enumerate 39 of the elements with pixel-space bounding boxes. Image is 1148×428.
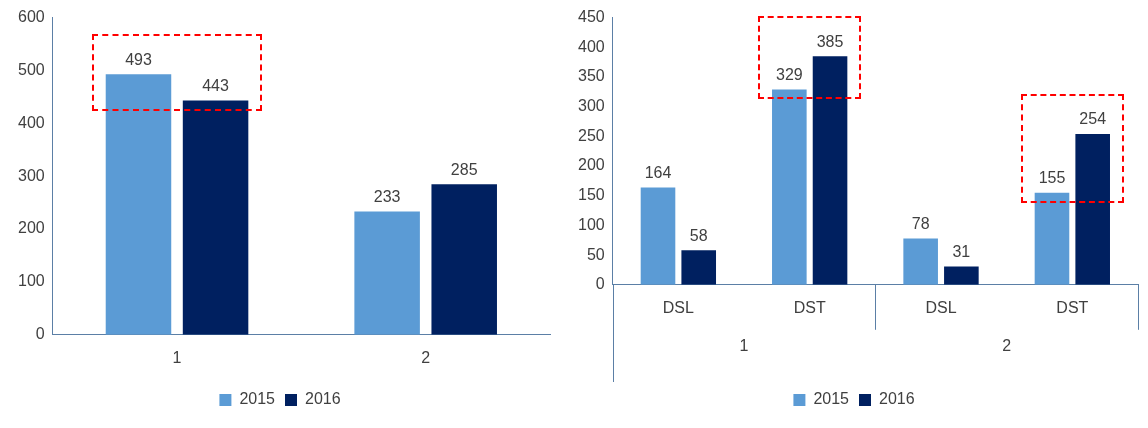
y-tick-label: 150 xyxy=(577,186,605,204)
data-label: 164 xyxy=(644,163,672,181)
x-tick-label: DSL xyxy=(662,298,695,316)
legend-label: 2016 xyxy=(305,390,341,408)
text: 2 xyxy=(1002,337,1012,355)
legend-label: 2015 xyxy=(239,390,276,408)
legend-label: 2015 xyxy=(813,390,850,408)
y-tick-label: 200 xyxy=(17,219,45,237)
y-tick-label: 50 xyxy=(586,245,605,263)
x-tick-label: DST xyxy=(793,298,826,316)
data-label: 329 xyxy=(775,65,803,83)
data-label: 78 xyxy=(911,214,930,232)
data-label: 155 xyxy=(1038,169,1066,187)
y-tick-label: 200 xyxy=(577,156,605,174)
y-tick-label: 400 xyxy=(577,37,605,55)
data-label: 443 xyxy=(202,77,230,95)
data-label: 58 xyxy=(689,226,708,244)
y-tick-label: 300 xyxy=(17,166,45,184)
data-label: 285 xyxy=(450,160,478,178)
data-label: 493 xyxy=(125,50,152,68)
x-tick-label: DSL xyxy=(925,298,957,316)
y-tick-label: 450 xyxy=(577,8,605,26)
legend-label: 2016 xyxy=(879,390,915,408)
x-tick-label: DST xyxy=(1056,298,1089,316)
y-tick-label: 0 xyxy=(35,325,45,343)
data-label: 254 xyxy=(1079,110,1107,128)
text: 1 xyxy=(739,337,749,355)
data-label: 233 xyxy=(373,188,401,206)
y-tick-label: 300 xyxy=(577,97,605,115)
y-tick-label: 500 xyxy=(17,60,45,78)
y-tick-label: 0 xyxy=(595,275,605,293)
y-tick-label: 350 xyxy=(577,67,605,85)
y-tick-label: 400 xyxy=(17,113,45,131)
data-label: 31 xyxy=(952,242,971,260)
y-tick-label: 250 xyxy=(577,126,605,144)
data-label: 385 xyxy=(816,32,844,50)
y-tick-label: 100 xyxy=(577,215,605,233)
y-tick-label: 100 xyxy=(17,272,45,290)
y-tick-label: 600 xyxy=(17,8,45,26)
